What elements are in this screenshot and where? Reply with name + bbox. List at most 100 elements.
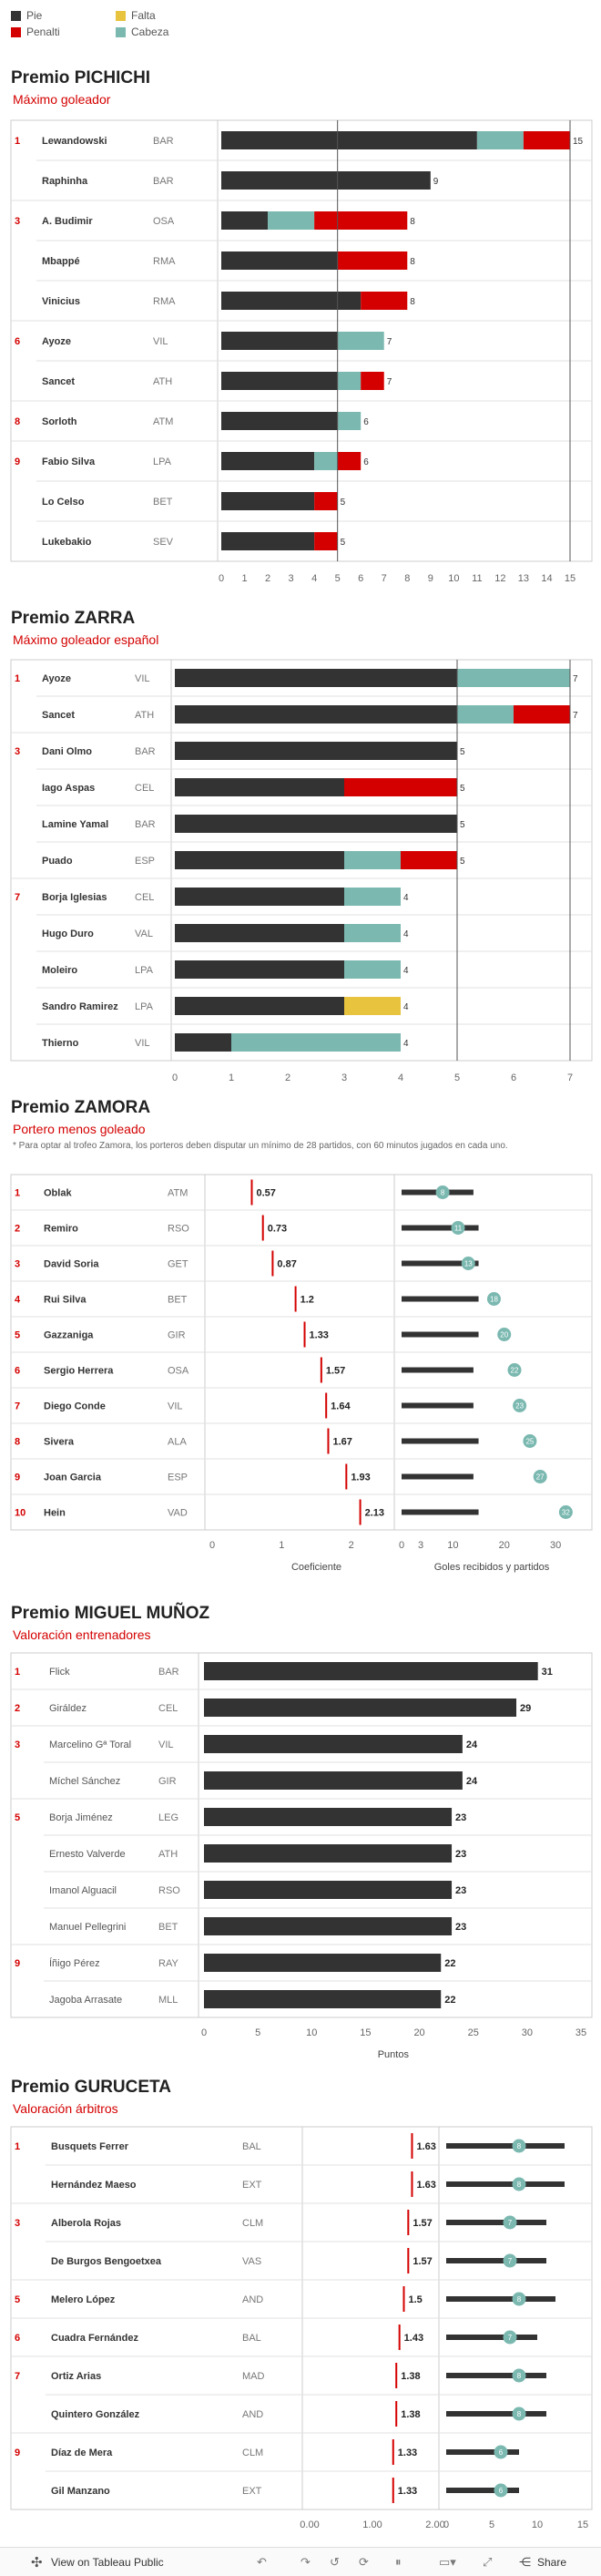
axis-tick: 30 xyxy=(522,2027,533,2038)
legend-item-cabeza[interactable]: Cabeza xyxy=(116,26,168,38)
axis-tick: 6 xyxy=(358,573,363,584)
team-label: EXT xyxy=(242,2180,262,2191)
bar-segment-penalti xyxy=(314,532,338,550)
guruceta-subtitle: Valoración árbitros xyxy=(13,2101,118,2116)
player-name: Remiro xyxy=(44,1224,78,1235)
team-label: BET xyxy=(168,1295,188,1306)
bar-segment-pie xyxy=(175,815,457,833)
pichichi-subtitle: Máximo goleador xyxy=(13,92,111,107)
team-label: ESP xyxy=(168,1473,188,1483)
player-name: Sancet xyxy=(42,376,75,387)
coef-value: 1.38 xyxy=(401,2409,420,2420)
coef-axis-tick: 0 xyxy=(209,1540,215,1551)
coef-value: 1.63 xyxy=(416,2180,435,2191)
legend-item-pie[interactable]: Pie xyxy=(11,9,42,22)
table-frame xyxy=(10,659,593,1062)
goals-axis-tick: 15 xyxy=(577,2520,588,2530)
guruceta-chart: 1 Busquets Ferrer BAL 1.63 8 Hernández Maeso E… xyxy=(10,2126,593,2530)
bar-value: 15 xyxy=(573,137,584,147)
bar xyxy=(204,1917,453,1935)
goals-axis-tick: 0 xyxy=(399,1540,404,1551)
player-name: Thierno xyxy=(42,1038,79,1049)
axis-tick: 15 xyxy=(360,2027,371,2038)
refresh-icon[interactable]: ⟳ xyxy=(359,2555,369,2569)
pause-icon[interactable]: ⏸ xyxy=(395,2555,402,2569)
redo-icon[interactable]: ↷ xyxy=(300,2555,311,2569)
fullscreen-icon[interactable]: ⤢ xyxy=(483,2555,493,2569)
goals-value: 7 xyxy=(508,2257,513,2265)
bar-segment-pie xyxy=(175,851,344,869)
share-button[interactable]: Share xyxy=(537,2556,567,2569)
bar-value: 4 xyxy=(403,929,409,939)
player-name: Lo Celso xyxy=(42,497,85,508)
table-frame xyxy=(10,119,593,562)
bar-segment-cabeza xyxy=(337,372,362,390)
undo-icon[interactable]: ↶ xyxy=(257,2555,267,2569)
rank-label: 1 xyxy=(15,136,20,147)
player-name: Marcelino Gª Toral xyxy=(49,1740,131,1750)
team-label: CLM xyxy=(242,2448,263,2458)
rank-label: 1 xyxy=(15,673,20,684)
player-name: Sergio Herrera xyxy=(44,1366,114,1377)
team-label: ALA xyxy=(168,1437,187,1448)
bar-value: 4 xyxy=(403,1039,409,1049)
team-label: LEG xyxy=(158,1812,178,1823)
goals-dot xyxy=(497,1328,512,1341)
goals-dot xyxy=(486,1292,501,1306)
team-label: BAL xyxy=(242,2141,261,2152)
player-name: Jagoba Arrasate xyxy=(49,1995,122,2006)
coef-value: 1.2 xyxy=(300,1295,314,1306)
bar-segment-cabeza xyxy=(314,452,338,470)
rank-label: 7 xyxy=(15,892,20,903)
axis-tick: 3 xyxy=(289,573,294,584)
legend-swatch xyxy=(116,26,126,37)
bar-segment-pie xyxy=(175,997,344,1015)
bar-segment-cabeza xyxy=(476,131,524,149)
view-on-tableau-link[interactable]: View on Tableau Public xyxy=(51,2556,164,2569)
bar-segment-penalti xyxy=(337,452,362,470)
axis-tick: 5 xyxy=(454,1072,460,1083)
rank-label: 5 xyxy=(15,1330,20,1341)
player-name: Hein xyxy=(44,1508,66,1519)
share-icon[interactable]: ⋲ xyxy=(519,2555,531,2569)
legend-item-penalti[interactable]: Penalti xyxy=(11,26,60,38)
team-label: VIL xyxy=(135,673,150,684)
rank-label: 6 xyxy=(15,1366,20,1377)
revert-icon[interactable]: ↺ xyxy=(330,2555,340,2569)
bar-segment-penalti xyxy=(523,131,570,149)
team-label: GIR xyxy=(158,1776,177,1787)
player-name: Mbappé xyxy=(42,256,80,267)
goals-value: 8 xyxy=(517,2372,522,2380)
bar-value: 23 xyxy=(455,1849,466,1860)
goals-axis-tick: 10 xyxy=(447,1540,458,1551)
goals-dot xyxy=(513,1399,527,1412)
goals-dot xyxy=(523,1434,537,1448)
zamora-title: Premio ZAMORA xyxy=(11,1098,151,1117)
device-layout-icon[interactable]: ▭▾ xyxy=(439,2555,456,2569)
bar-segment-pie xyxy=(175,960,344,979)
goals-dot xyxy=(512,2177,526,2191)
legend-item-falta[interactable]: Falta xyxy=(116,9,156,22)
team-label: ESP xyxy=(135,856,155,867)
axis-tick: 1 xyxy=(241,573,247,584)
team-label: MAD xyxy=(242,2371,265,2382)
team-label: VIL xyxy=(153,336,168,347)
goals-value: 7 xyxy=(508,2334,513,2342)
coef-value: 1.63 xyxy=(416,2141,435,2152)
coef-value: 1.57 xyxy=(413,2218,432,2229)
bar-segment-cabeza xyxy=(337,412,362,430)
goals-value: 22 xyxy=(511,1367,519,1375)
axis-tick: 10 xyxy=(306,2027,317,2038)
bar-segment-cabeza xyxy=(457,669,570,687)
goals-value: 8 xyxy=(441,1189,445,1197)
axis-tick: 25 xyxy=(468,2027,479,2038)
player-name: Melero López xyxy=(51,2294,116,2305)
team-label: ATH xyxy=(135,710,154,721)
coef-value: 1.43 xyxy=(404,2333,423,2344)
coef-axis-tick: 2 xyxy=(349,1540,354,1551)
axis-tick: 20 xyxy=(413,2027,424,2038)
team-label: AND xyxy=(242,2409,263,2420)
zamora-subtitle: Portero menos goleado xyxy=(13,1122,146,1136)
player-name: Moleiro xyxy=(42,965,77,976)
bar-value: 5 xyxy=(460,857,465,867)
